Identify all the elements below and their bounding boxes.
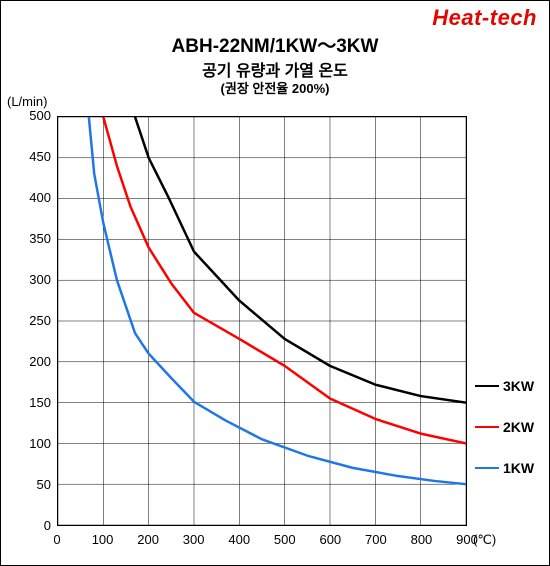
y-tick: 0 [11,518,51,533]
y-tick: 250 [11,313,51,328]
y-tick: 400 [11,190,51,205]
legend-label: 2KW [503,419,534,435]
y-tick: 100 [11,436,51,451]
x-tick: 600 [319,532,341,547]
y-tick: 450 [11,149,51,164]
x-tick: 700 [365,532,387,547]
x-tick: 300 [183,532,205,547]
y-tick: 50 [11,477,51,492]
x-tick: 400 [228,532,250,547]
y-tick: 350 [11,231,51,246]
brand-logo: Heat-tech [432,5,537,31]
y-axis-label: (L/min) [7,94,47,109]
y-tick: 500 [11,108,51,123]
x-tick: 0 [53,532,60,547]
legend-label: 3KW [503,378,534,394]
chart-subnote: (권장 안전율 200%) [1,78,549,97]
x-tick: 500 [274,532,296,547]
x-tick: 200 [137,532,159,547]
x-tick: 900 [456,532,478,547]
legend-item-3KW: 3KW [475,378,534,394]
legend-swatch [475,467,499,469]
x-tick: 800 [411,532,433,547]
series-3KW [135,117,466,403]
legend-swatch [475,426,499,428]
legend-item-1KW: 1KW [475,460,534,476]
y-tick: 150 [11,395,51,410]
legend-item-2KW: 2KW [475,419,534,435]
x-tick: 100 [92,532,114,547]
plot-svg [58,117,466,525]
y-tick: 200 [11,354,51,369]
chart-title: ABH-22NM/1KW～3KW [1,31,549,58]
plot-area [57,116,467,526]
legend-label: 1KW [503,460,534,476]
legend-swatch [475,385,499,387]
y-tick: 300 [11,272,51,287]
